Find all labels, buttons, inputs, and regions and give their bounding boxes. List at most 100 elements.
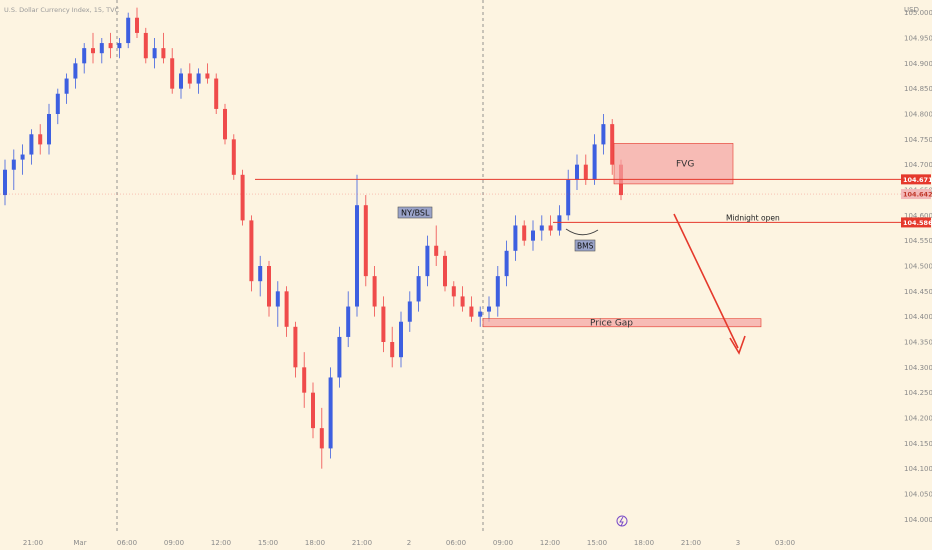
x-tick-label: 09:00: [164, 539, 184, 547]
y-tick-label: 104.450: [904, 288, 932, 296]
candle-body: [29, 134, 34, 155]
projection-arrow-line: [673, 213, 739, 349]
fvg-zone: [613, 143, 734, 185]
candle-body: [416, 276, 421, 302]
candle-body: [302, 367, 307, 393]
candle-body: [601, 124, 606, 145]
projection-arrow-head: [729, 335, 746, 355]
candle-body: [451, 286, 456, 297]
x-tick-label: 21:00: [352, 539, 372, 547]
candlestick-series: [3, 7, 623, 469]
ny-bsl-tag: [397, 206, 433, 219]
candle-body: [390, 342, 395, 358]
ny-bsl-label: NY/BSL: [401, 209, 430, 218]
y-tick-label: 104.750: [904, 136, 932, 144]
x-tick-label: 09:00: [493, 539, 513, 547]
candle-body: [531, 230, 535, 241]
candle-body: [205, 73, 210, 79]
candle-body: [179, 73, 183, 89]
candle-body: [311, 392, 315, 429]
candle-body: [3, 169, 7, 196]
x-tick-label: 15:00: [258, 539, 278, 547]
y-tick-label: 104.200: [904, 415, 932, 423]
y-tick-label: 104.600: [904, 212, 932, 220]
candle-body: [99, 43, 104, 54]
y-tick-label: 104.350: [904, 339, 932, 347]
y-tick-label: 104.100: [904, 465, 932, 473]
candle-body: [504, 250, 509, 277]
price-tag-label: 104.671: [903, 176, 932, 184]
y-tick-label: 104.150: [904, 440, 932, 448]
midnight-open-label: Midnight open: [726, 213, 780, 222]
candle-body: [231, 139, 236, 175]
y-tick-label: 104.550: [904, 237, 932, 245]
candle-body: [522, 225, 527, 241]
price-tag: [901, 174, 931, 185]
lightning-icon[interactable]: [616, 515, 628, 527]
x-tick-label: 3: [736, 539, 740, 547]
price-tag-label: 104.586: [903, 219, 932, 227]
candle-body: [126, 17, 131, 44]
y-tick-label: 104.850: [904, 85, 932, 93]
candle-body: [337, 336, 342, 378]
y-tick-label: 104.300: [904, 364, 932, 372]
candle-body: [557, 215, 562, 231]
y-tick-label: 104.700: [904, 161, 932, 169]
x-tick-label: 15:00: [587, 539, 607, 547]
y-tick-label: 104.400: [904, 313, 932, 321]
candle-body: [566, 179, 571, 216]
candle-body: [64, 78, 69, 94]
candle-body: [381, 306, 386, 342]
candle-body: [284, 291, 289, 327]
candle-body: [539, 225, 544, 231]
price-tag: [901, 189, 931, 200]
bms-tag: [574, 239, 596, 252]
price-axis[interactable]: 105.000 104.950 104.900 104.850 104.800 104.7…: [904, 9, 932, 524]
x-tick-label: 21:00: [681, 539, 701, 547]
y-tick-label: 104.800: [904, 111, 932, 119]
bms-label: BMS: [577, 242, 594, 251]
candle-body: [108, 43, 113, 49]
candle-body: [469, 306, 474, 317]
price-tags: 104.671 104.642 104.586: [901, 174, 932, 228]
candle-body: [575, 164, 579, 180]
candle-body: [82, 48, 87, 64]
y-tick-label: 104.900: [904, 60, 932, 68]
x-tick-label: 18:00: [305, 539, 325, 547]
y-tick-label: 104.500: [904, 263, 932, 271]
candle-body: [407, 301, 412, 322]
candle-body: [363, 205, 368, 277]
candle-body: [478, 311, 483, 317]
y-tick-label: 105.000: [904, 9, 932, 17]
candle-body: [425, 245, 430, 277]
candle-body: [135, 17, 139, 33]
candle-body: [214, 78, 219, 109]
candle-body: [513, 225, 518, 251]
candle-body: [592, 144, 597, 180]
candle-body: [293, 326, 298, 368]
x-tick-label: 2: [407, 539, 411, 547]
price-gap-label: Price Gap: [590, 319, 633, 329]
candle-body: [47, 114, 51, 145]
candle-body: [548, 225, 553, 231]
candle-body: [319, 428, 324, 449]
x-tick-label: 03:00: [775, 539, 795, 547]
y-tick-label: 104.950: [904, 35, 932, 43]
candle-body: [196, 73, 201, 84]
currency-label: USD: [904, 6, 919, 14]
x-tick-label: 06:00: [117, 539, 137, 547]
x-tick-label: Mar: [73, 539, 86, 547]
time-axis[interactable]: 21:00 Mar 06:00 09:00 12:00 15:00 18:00 21:00 2 0…: [23, 539, 795, 547]
candle-body: [583, 164, 588, 180]
symbol-title: U.S. Dollar Currency Index, 15, TVC: [4, 6, 120, 14]
candle-body: [55, 93, 60, 114]
candle-body: [355, 205, 359, 307]
candle-body: [11, 159, 16, 170]
price-tag: [901, 217, 931, 228]
y-tick-label: 104.000: [904, 516, 932, 524]
candle-body: [73, 63, 78, 79]
candle-body: [372, 276, 377, 307]
lightning-icon-bolt: [619, 516, 624, 527]
